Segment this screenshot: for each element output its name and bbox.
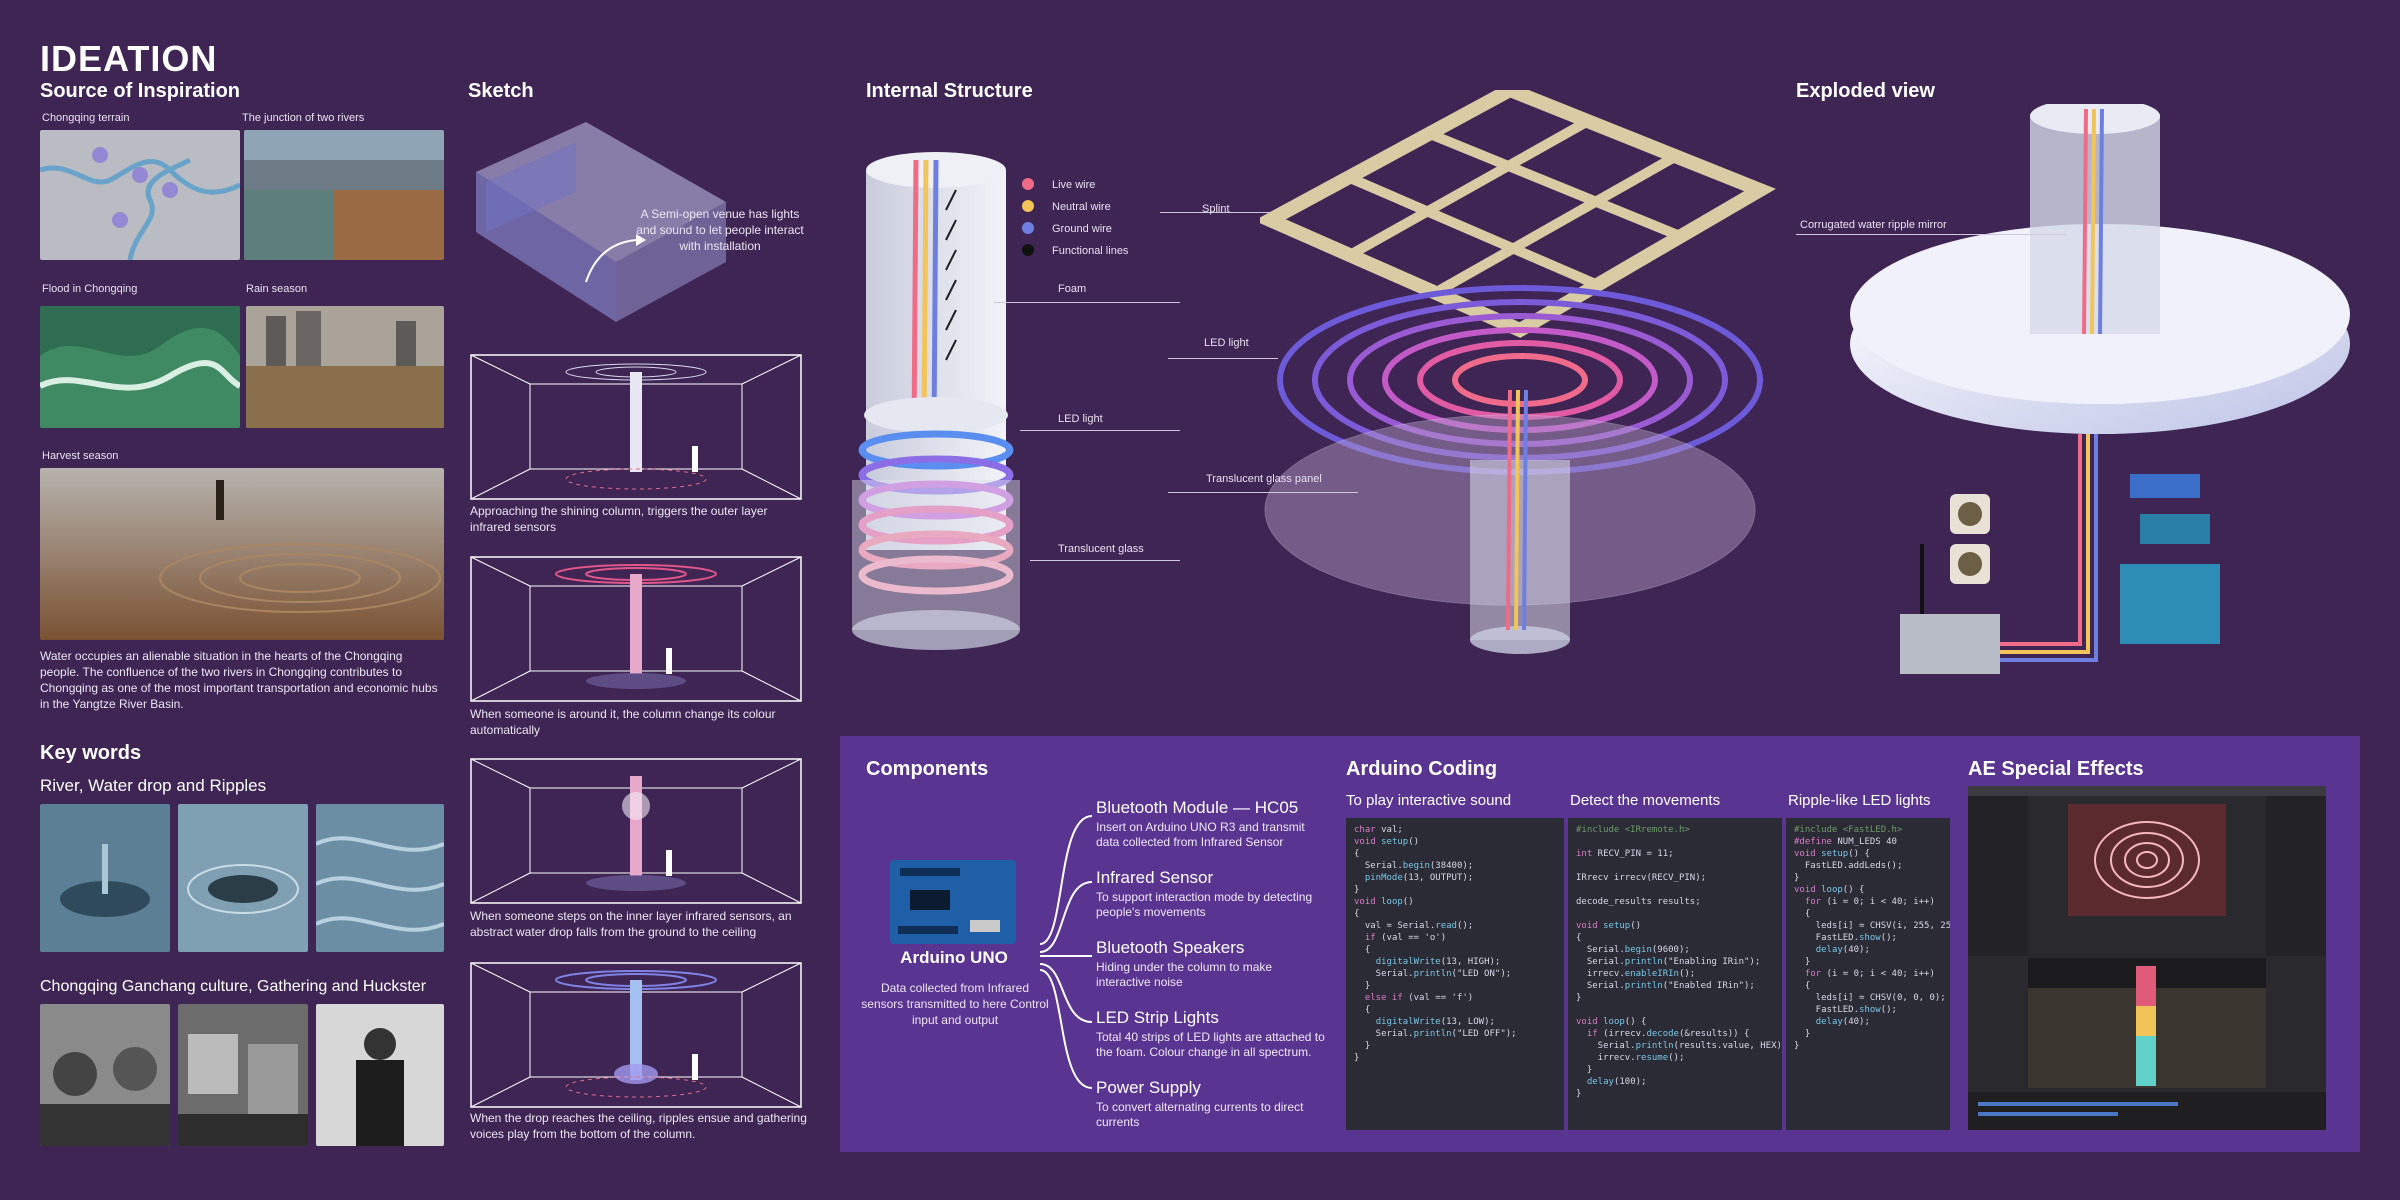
component-desc-bluetooth-speakers: Hiding under the column to make interact… — [1096, 960, 1273, 989]
legend-neutral-wire-dot — [1022, 200, 1034, 212]
label-foam: Foam — [1058, 283, 1087, 295]
sketch-frame-1 — [470, 354, 802, 500]
component-desc-led-strip: Total 40 strips of LED lights are attach… — [1096, 1030, 1325, 1059]
legend-neutral-wire: Neutral wire — [1052, 201, 1111, 213]
code-block-led[interactable]: #include <FastLED.h> #define NUM_LEDS 40… — [1786, 818, 1950, 1130]
ganchang-image-2 — [178, 1004, 308, 1146]
assembly-illustration — [1254, 82, 1800, 680]
sketch-frame-3 — [470, 758, 802, 904]
legend-ground-wire: Ground wire — [1052, 223, 1112, 235]
keywords-line-2: Chongqing Ganchang culture, Gathering an… — [40, 978, 427, 995]
caption-terrain: Chongqing terrain — [42, 112, 130, 124]
component-title-bluetooth-speakers: Bluetooth Speakers — [1096, 938, 1245, 957]
legend-ground-wire-dot — [1022, 222, 1034, 234]
caption-rain: Rain season — [246, 283, 308, 295]
component-desc-bluetooth-module: Insert on Arduino UNO R3 and transmit da… — [1096, 820, 1305, 849]
components-heading: Components — [866, 758, 989, 780]
water-drop-image-2 — [178, 804, 308, 952]
ae-heading: AE Special Effects — [1968, 758, 2144, 780]
component-title-led-strip: LED Strip Lights — [1096, 1008, 1219, 1027]
harvest-image — [40, 468, 444, 640]
coding-col1-title: To play interactive sound — [1346, 792, 1512, 809]
sketch-step-4: When the drop reaches the ceiling, rippl… — [470, 1111, 807, 1141]
venue-note: A Semi-open venue has lights and sound t… — [636, 207, 804, 253]
coding-heading: Arduino Coding — [1346, 758, 1498, 780]
arduino-board-image — [890, 860, 1016, 944]
ganchang-image-3 — [316, 1004, 444, 1146]
component-desc-infrared-sensor: To support interaction mode by detecting… — [1096, 890, 1313, 919]
label-ripple-mirror: Corrugated water ripple mirror — [1800, 219, 1947, 231]
keywords-line-1: River, Water drop and Ripples — [40, 776, 267, 795]
legend-live-wire: Live wire — [1052, 179, 1096, 191]
ripples-image — [316, 804, 444, 952]
rain-season-image — [246, 306, 444, 428]
keywords-heading: Key words — [40, 742, 142, 764]
code-block-movements[interactable]: #include <IRremote.h> int RECV_PIN = 11;… — [1568, 818, 1782, 1130]
sketch-frame-4 — [470, 962, 802, 1108]
exploded-heading: Exploded view — [1796, 80, 1935, 102]
label-glass-panel: Translucent glass panel — [1206, 473, 1322, 485]
legend-live-wire-dot — [1022, 178, 1034, 190]
exploded-illustration — [1830, 98, 2360, 674]
component-title-power-supply: Power Supply — [1096, 1078, 1201, 1097]
venue-sketch — [466, 112, 806, 332]
river-junction-image — [244, 130, 444, 260]
ae-screenshot — [1968, 786, 2326, 1130]
terrain-map-image — [40, 130, 240, 260]
sketch-step-1: Approaching the shining column, triggers… — [470, 504, 768, 534]
page-title: IDEATION — [40, 38, 218, 79]
component-connectors — [1036, 806, 1096, 1106]
code-block-sound[interactable]: char val; void setup() { Serial.begin(38… — [1346, 818, 1564, 1130]
sketch-step-3: When someone steps on the inner layer in… — [470, 909, 792, 939]
sketch-step-2: When someone is around it, the column ch… — [470, 707, 776, 737]
coding-col2-title: Detect the movements — [1570, 792, 1721, 809]
internal-heading: Internal Structure — [866, 80, 1033, 102]
ganchang-image-1 — [40, 1004, 170, 1146]
legend-functional-lines: Functional lines — [1052, 245, 1129, 257]
sketch-frame-2 — [470, 556, 802, 702]
inspiration-heading: Source of Inspiration — [40, 80, 241, 102]
legend-functional-lines-dot — [1022, 244, 1034, 256]
component-title-infrared-sensor: Infrared Sensor — [1096, 868, 1214, 887]
coding-col3-title: Ripple-like LED lights — [1788, 792, 1931, 809]
label-translucent-glass: Translucent glass — [1058, 543, 1144, 555]
label-splint: Splint — [1202, 203, 1230, 215]
label-led-light-2: LED light — [1204, 337, 1249, 349]
component-desc-power-supply: To convert alternating currents to direc… — [1096, 1100, 1304, 1129]
arduino-desc: Data collected from Infrared sensors tra… — [861, 981, 1049, 1027]
arduino-name: Arduino UNO — [900, 948, 1008, 967]
column-illustration — [836, 150, 1036, 680]
component-title-bluetooth-module: Bluetooth Module — HC05 — [1096, 798, 1299, 817]
sketch-heading: Sketch — [468, 80, 534, 102]
label-led-light: LED light — [1058, 413, 1103, 425]
caption-flood: Flood in Chongqing — [42, 283, 138, 295]
flood-image — [40, 306, 240, 428]
caption-junction: The junction of two rivers — [242, 112, 365, 124]
caption-harvest: Harvest season — [42, 450, 119, 462]
inspiration-paragraph: Water occupies an alienable situation in… — [40, 649, 438, 711]
water-drop-image-1 — [40, 804, 170, 952]
